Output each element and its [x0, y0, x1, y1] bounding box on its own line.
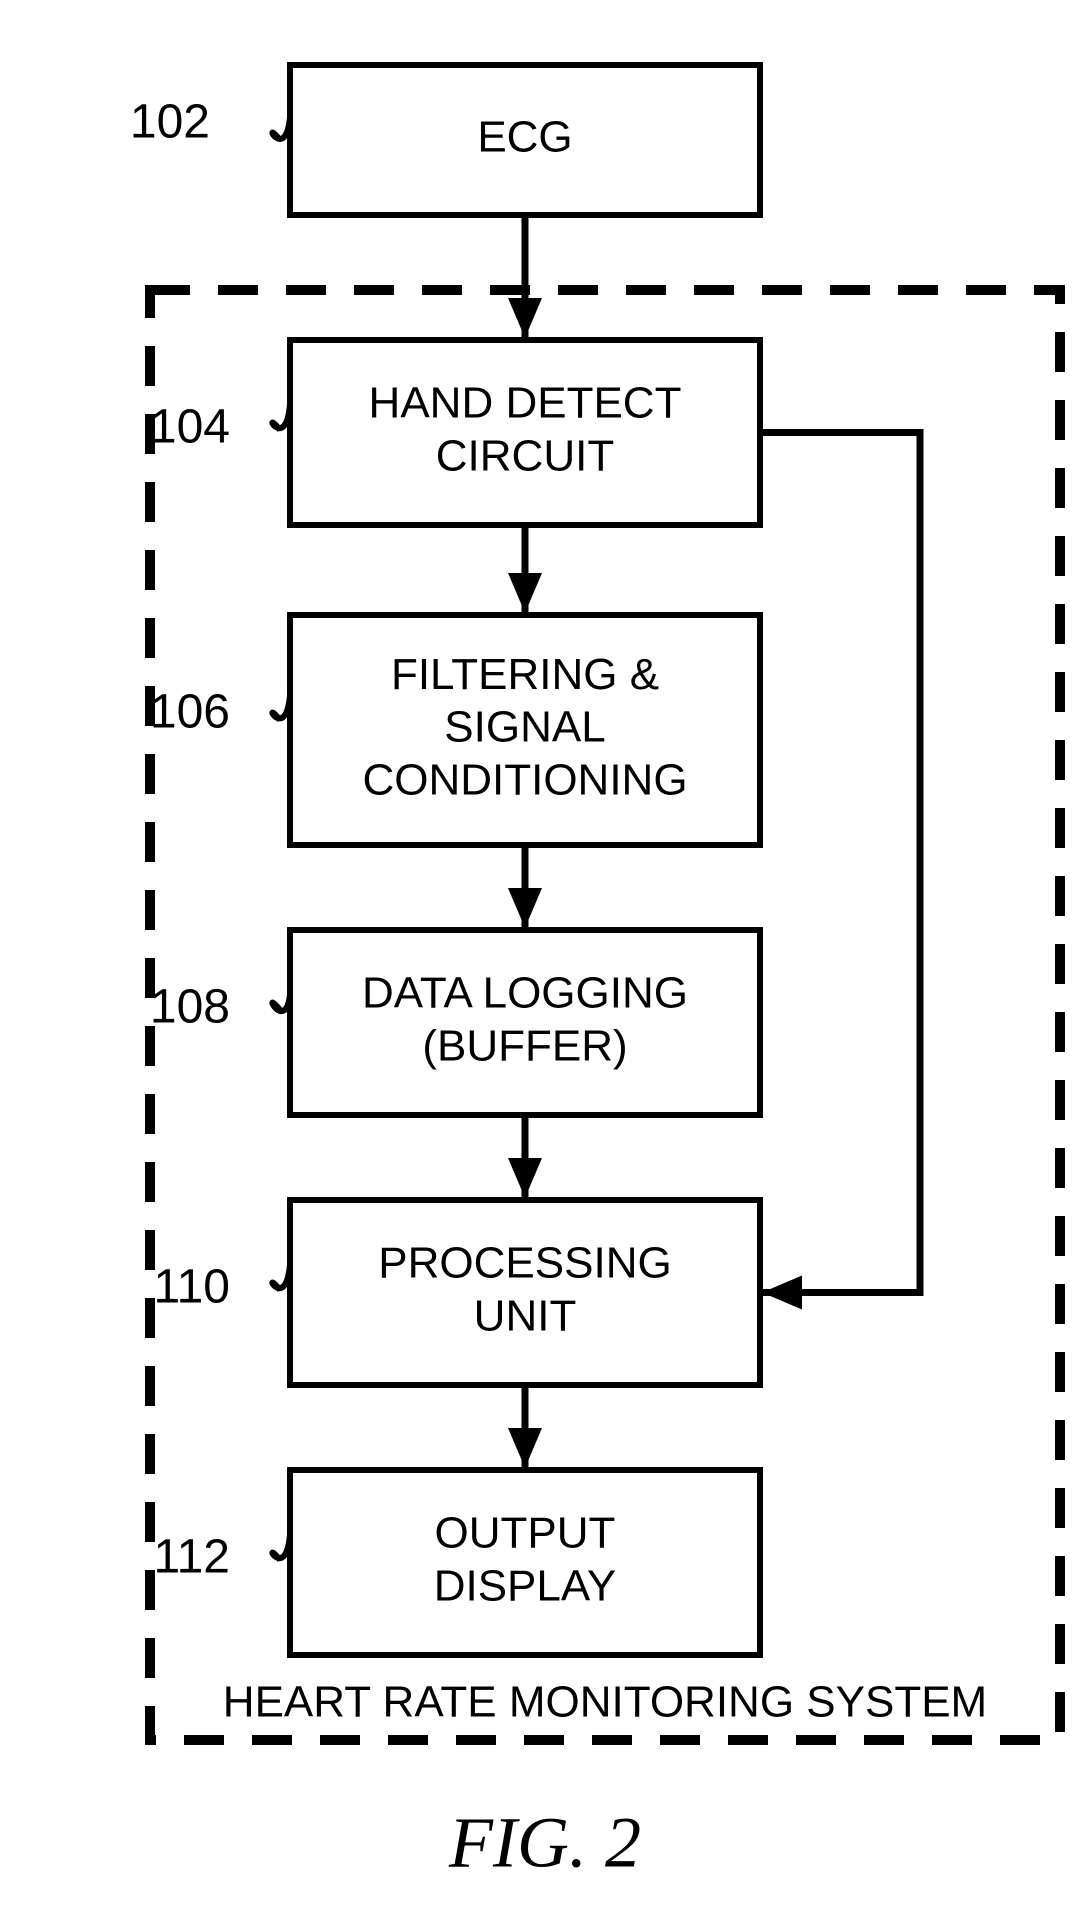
node-processing-label: UNIT [474, 1292, 577, 1341]
node-output-label: DISPLAY [434, 1562, 617, 1611]
node-hand-label: HAND DETECT [369, 379, 682, 428]
node-filtering-leader [272, 696, 290, 721]
node-ecg-leader [272, 118, 290, 141]
node-output-leader [272, 1535, 290, 1560]
node-filtering-label: SIGNAL [444, 703, 605, 752]
diagram-layer: ECG 102 HAND DETECTCIRCUIT 104 FILTERING &SI… [130, 65, 1060, 1883]
node-logging-ref: 108 [150, 981, 230, 1034]
node-hand-label: CIRCUIT [436, 432, 614, 481]
node-hand-leader [272, 405, 290, 430]
flowchart: ECG 102 HAND DETECTCIRCUIT 104 FILTERING &SI… [0, 0, 1089, 1906]
node-processing-label: PROCESSING [378, 1239, 671, 1288]
node-logging-label: (BUFFER) [422, 1022, 627, 1071]
node-processing-leader [272, 1265, 290, 1290]
node-filtering-label: CONDITIONING [362, 755, 687, 804]
node-output-ref: 112 [153, 1531, 230, 1584]
node-processing-ref: 110 [153, 1261, 230, 1314]
node-filtering-ref: 106 [150, 686, 230, 739]
edge-hand-to-processing [760, 433, 920, 1293]
system-label: HEART RATE MONITORING SYSTEM [223, 1678, 987, 1727]
node-output-label: OUTPUT [435, 1509, 616, 1558]
node-logging-leader [272, 995, 290, 1011]
node-filtering-label: FILTERING & [391, 650, 659, 699]
figure-caption: FIG. 2 [448, 1803, 641, 1883]
node-ecg-ref: 102 [130, 96, 210, 149]
node-hand-ref: 104 [150, 401, 230, 454]
node-logging-label: DATA LOGGING [362, 969, 688, 1018]
node-ecg-label: ECG [477, 113, 572, 162]
